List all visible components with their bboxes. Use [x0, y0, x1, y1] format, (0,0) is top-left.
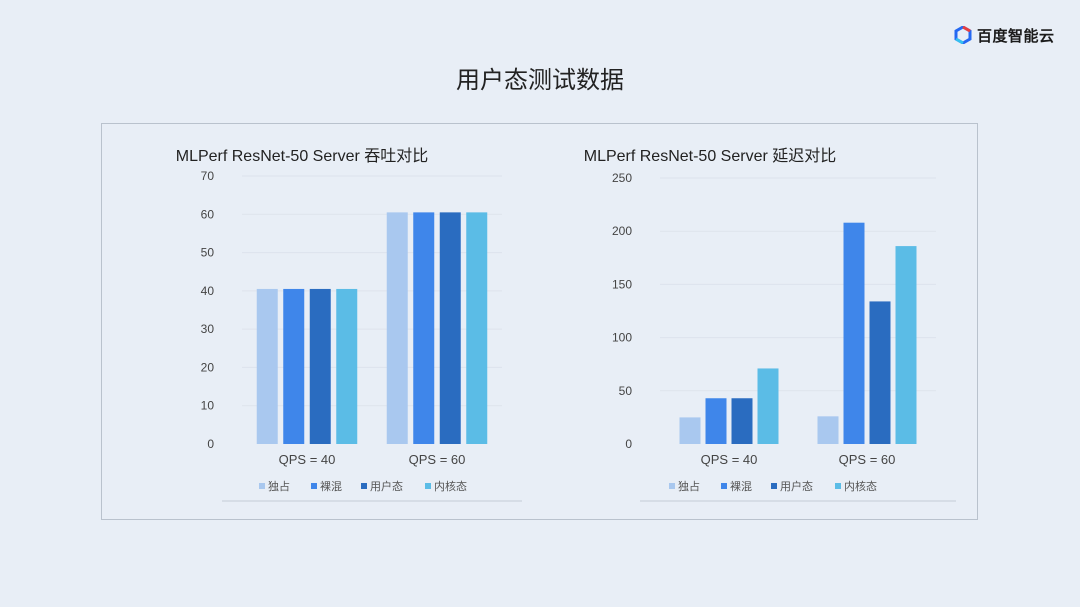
charts-panel: MLPerf ResNet-50 Server 吞吐对比 0 10 20 30 40 50 6… — [101, 123, 978, 520]
logo-text: 百度智能云 — [977, 27, 1055, 45]
y-tick-label: 50 — [201, 246, 215, 260]
y-tick-label: 200 — [612, 224, 632, 238]
legend-label: 内核态 — [844, 479, 877, 493]
x-tick-label: QPS = 40 — [279, 452, 336, 467]
y-tick-label: 30 — [201, 322, 215, 336]
legend-swatch — [771, 483, 777, 489]
y-tick-label: 70 — [201, 169, 215, 183]
y-tick-label: 10 — [201, 399, 215, 413]
y-tick-label: 100 — [612, 331, 632, 345]
baidu-cloud-logo-icon — [954, 26, 972, 44]
legend-swatch — [669, 483, 675, 489]
legend-label: 裸混 — [730, 479, 752, 493]
bar-dedicated — [817, 416, 839, 444]
bar-raw-mix — [413, 212, 435, 444]
y-tick-label: 0 — [207, 437, 214, 451]
bar-raw-mix — [843, 222, 865, 444]
chart-title: MLPerf ResNet-50 Server 吞吐对比 — [176, 147, 429, 165]
y-tick-label: 20 — [201, 360, 215, 374]
latency-chart: MLPerf ResNet-50 Server 延迟对比 0 50 100 150 200… — [584, 147, 956, 502]
chart-title: MLPerf ResNet-50 Server 延迟对比 — [584, 147, 837, 165]
bar-kernel-mode — [336, 288, 358, 444]
y-tick-label: 50 — [619, 384, 633, 398]
y-tick-label: 0 — [625, 437, 632, 451]
legend-swatch — [311, 483, 317, 489]
legend-label: 用户态 — [370, 479, 403, 493]
bar-raw-mix — [705, 398, 727, 444]
y-tick-label: 250 — [612, 171, 632, 185]
bar-kernel-mode — [895, 246, 917, 444]
legend-swatch — [721, 483, 727, 489]
x-tick-label: QPS = 60 — [839, 452, 896, 467]
bar-kernel-mode — [757, 368, 779, 444]
bar-raw-mix — [283, 288, 305, 444]
legend-swatch — [361, 483, 367, 489]
bar-dedicated — [256, 288, 278, 444]
logo: 百度智能云 — [954, 24, 1055, 46]
legend-label: 用户态 — [780, 479, 813, 493]
bar-user-mode — [731, 398, 753, 444]
throughput-chart: MLPerf ResNet-50 Server 吞吐对比 0 10 20 30 40 50 6… — [176, 147, 522, 502]
bar-user-mode — [309, 288, 331, 444]
bar-dedicated — [679, 417, 701, 444]
legend-swatch — [835, 483, 841, 489]
y-tick-label: 60 — [201, 207, 215, 221]
bar-kernel-mode — [466, 212, 488, 444]
legend-label: 独占 — [678, 479, 700, 493]
page-title: 用户态测试数据 — [456, 67, 624, 94]
x-tick-label: QPS = 40 — [701, 452, 758, 467]
bar-dedicated — [386, 212, 408, 444]
bar-user-mode — [439, 212, 461, 444]
legend-label: 内核态 — [434, 479, 467, 493]
bar-user-mode — [869, 301, 891, 444]
legend-swatch — [259, 483, 265, 489]
legend-label: 独占 — [268, 479, 290, 493]
y-tick-label: 40 — [201, 284, 215, 298]
legend-swatch — [425, 483, 431, 489]
y-tick-label: 150 — [612, 277, 632, 291]
legend-label: 裸混 — [320, 479, 342, 493]
x-tick-label: QPS = 60 — [409, 452, 466, 467]
